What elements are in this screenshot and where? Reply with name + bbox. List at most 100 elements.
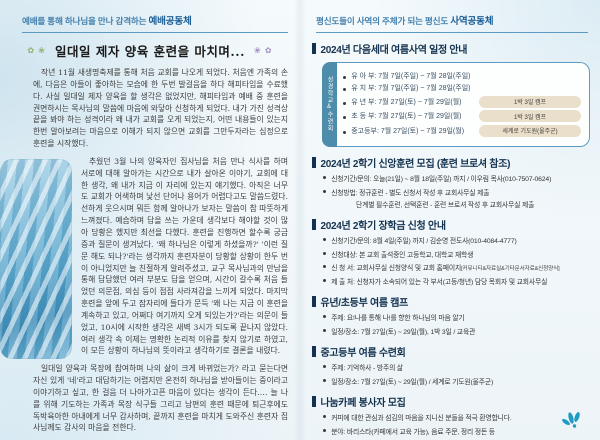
- center-fold: [294, 0, 306, 440]
- section-title: 2024년 2학기 신앙훈련 모집 (훈련 브로셔 참조): [320, 158, 511, 170]
- left-page: 예배를 통해 하나님을 만나 감격하는 예배공동체 ✿ ❀ 일대일 제자 양육 …: [0, 13, 300, 440]
- section-summer-ministry: 2024년 다음세대 여름사역 일정 안내 성경학교&수련회 유 아 부: 7월…: [312, 41, 592, 147]
- bullet-text: 신청대상: 본 교회 출석중인 고등학교, 대학교 재학생: [331, 251, 474, 259]
- homepage-path-note: [커뮤니티&자료실&기타문서자료&신청양식]: [461, 266, 560, 273]
- bullet-dot-icon: [323, 328, 327, 332]
- article-title-row: ✿ ❀ 일대일 제자 양육 훈련을 마치며... ❀ ✿: [0, 41, 300, 60]
- camp-badge: 1박 3일 캠프: [479, 95, 581, 108]
- bullet-text: 주제: 기억하사 - 방주의 삶: [331, 365, 404, 373]
- bullet-item: 신청대상: 본 교회 출석중인 고등학교, 대학교 재학생: [323, 249, 592, 259]
- section-title-row: 2024년 2학기 장학금 신청 안내: [312, 217, 592, 232]
- bullet-dot-icon: [323, 251, 327, 255]
- section-bar-icon: [312, 43, 316, 54]
- flower-ornament-left-icon: ✿ ❀: [27, 46, 47, 55]
- schedule-rows: 유 아 부: 7월 7일(주일) ~ 7월 28일(주일) 유 치 부: 7월 …: [337, 62, 590, 147]
- right-header-slogan: 평신도들이 사역의 주체가 되는 평신도: [316, 16, 451, 26]
- section-bar-icon: [312, 295, 316, 307]
- section-title-row: 2024년 2학기 신앙훈련 모집 (훈련 브로셔 참조): [312, 155, 592, 170]
- bullet-text: 분야: 바리스타(카페에서 교육 가능), 음료 주문, 정리 정돈 등: [331, 428, 495, 436]
- section-title-row: 중고등부 여름 수련회: [312, 344, 592, 359]
- bullet-dot-icon: [323, 428, 327, 432]
- schedule-row: 유 아 부: 7월 7일(주일) ~ 7월 28일(주일): [343, 71, 581, 81]
- bullet-dot-icon: [343, 75, 347, 79]
- bullet-item: 일정/장소: 7월 27일(토) ~ 29일(월), 1박 3일 / 교육관: [323, 326, 592, 336]
- bullet-item: 주제: 기억하사 - 방주의 삶: [323, 362, 592, 372]
- section-title: 중고등부 여름 수련회: [320, 347, 406, 359]
- bullet-item: 신청기간/문의: 오늘(21일) ~ 8월 18일(주일) 까지 / 이우림 목…: [323, 173, 592, 183]
- bullet-text: 신청기간/문의: 오늘(21일) ~ 8월 18일(주일) 까지 / 이우림 목…: [331, 176, 552, 184]
- section-bar-icon: [312, 218, 316, 230]
- section-bar-icon: [312, 156, 316, 168]
- testimony-article: 작년 11월 새생명축제를 통해 처음 교회를 나오게 되었다. 처음엔 가족의…: [0, 67, 288, 440]
- article-title: 일대일 제자 양육 훈련을 마치며...: [55, 44, 245, 59]
- schedule-row: 중고등부: 7월 27일(토) ~ 7월 29일(월) 세계로 기도원(울주군): [343, 124, 581, 137]
- section-title: 유년/초등부 여름 캠프: [320, 297, 409, 309]
- left-header-community-name: 예배공동체: [148, 16, 192, 27]
- section-bar-icon: [312, 345, 316, 357]
- right-header-community-name: 사역공동체: [450, 16, 494, 27]
- schedule-text: 중고등부: 7월 27일(토) ~ 7월 29일(월): [351, 127, 465, 135]
- left-page-header: 예배를 통해 하나님을 만나 감격하는 예배공동체: [22, 13, 288, 33]
- bullet-dot-icon: [323, 378, 327, 382]
- section-title-row: 2024년 다음세대 여름사역 일정 안내: [312, 41, 592, 56]
- schedule-row: 유 치 부: 7월 7일(주일) ~ 7월 28일(주일): [343, 83, 581, 93]
- right-page-header: 평신도들이 사역의 주체가 되는 평신도 사역공동체: [316, 13, 588, 33]
- bullet-item: 일정/장소: 7월 27일(토) ~ 29일(월) / 세계로 기도원(울주군): [323, 376, 592, 386]
- bullet-continuation: 단계별 필수훈련, 선택훈련 - 훈련 브로셔 작성 후 교회사무실 제출: [356, 201, 535, 209]
- bullet-text: 제 출 처: 신청자가 소속되어 있는 각 부서(고등/청년) 담당 목회자 및…: [331, 278, 548, 286]
- bullet-dot-icon: [323, 315, 327, 319]
- bullet-text: 일정/장소: 7월 27일(토) ~ 29일(월), 1박 3일 / 교육관: [331, 328, 476, 336]
- announcements: 2024년 다음세대 여름사역 일정 안내 성경학교&수련회 유 아 부: 7월…: [312, 33, 592, 440]
- section-title: 2024년 다음세대 여름사역 일정 안내: [320, 45, 468, 56]
- bullet-text: 커피에 대한 관심과 섬김의 마음을 지니신 분들을 적극 환영합니다.: [331, 415, 512, 423]
- bullet-item: 신청기간/문의: 8월 4일(주일) 까지 / 김순영 전도사(010-4084…: [323, 235, 592, 245]
- schedule-box: 성경학교&수련회 유 아 부: 7월 7일(주일) ~ 7월 28일(주일) 유…: [322, 62, 590, 147]
- bullet-item: 신 청 서: 교회사무실 신청양식 및 교회 홈페이지[커뮤니티&자료실&기타문…: [323, 262, 592, 272]
- section-title: 2024년 2학기 장학금 신청 안내: [320, 220, 447, 232]
- bullet-text: 신청방법: 정규훈련 - 별도 신청서 작성 후 교회사무실 제출: [331, 189, 490, 197]
- section-title-row: 유년/초등부 여름 캠프: [312, 294, 592, 309]
- section-cafe-volunteers: 나눔카페 봉사자 모집 커피에 대한 관심과 섬김의 마음을 지니신 분들을 적…: [312, 394, 592, 440]
- bullet-main-text: 신 청 서: 교회사무실 신청양식 및 교회 홈페이지: [331, 265, 462, 273]
- right-page: 평신도들이 사역의 주체가 되는 평신도 사역공동체 2024년 다음세대 여름…: [300, 0, 600, 440]
- bullet-item: 주제: 요!나를 통해 나!를 향한 하나님의 마음 알기: [323, 312, 592, 322]
- bullet-dot-icon: [323, 176, 327, 180]
- section-title: 나눔카페 봉사자 모집: [320, 397, 406, 409]
- article-paragraph-1: 작년 11월 새생명축제를 통해 처음 교회를 나오게 되었다. 처음엔 가족의…: [33, 68, 288, 149]
- bullet-dot-icon: [323, 238, 327, 242]
- bullet-dot-icon: [343, 130, 347, 135]
- bullet-dot-icon: [343, 116, 347, 120]
- bullet-item: 커피에 대한 관심과 섬김의 마음을 지니신 분들을 적극 환영합니다.: [323, 412, 592, 422]
- section-youth-retreat: 중고등부 여름 수련회 주제: 기억하사 - 방주의 삶 일정/장소: 7월 2…: [312, 344, 592, 386]
- camp-badge: 1박 3일 캠프: [479, 110, 581, 123]
- bullet-item: 신청방법: 정규훈련 - 별도 신청서 작성 후 교회사무실 제출: [323, 187, 592, 197]
- flower-ornament-right-icon: ❀ ✿: [253, 46, 273, 55]
- leaf-logo-icon: [562, 412, 580, 428]
- bullet-dot-icon: [323, 265, 327, 269]
- section-title-row: 나눔카페 봉사자 모집: [312, 394, 592, 409]
- bullet-dot-icon: [323, 278, 327, 282]
- schedule-text: 유 년 부: 7월 27일(토) ~ 7월 29일(월): [351, 98, 462, 106]
- schedule-text: 유 아 부: 7월 7일(주일) ~ 7월 28일(주일): [351, 72, 471, 80]
- article-paragraph-2: 추웠던 3월 나의 양육자인 집사님을 처음 만나 식사를 하며 서로에 대해 …: [81, 156, 288, 356]
- bullet-dot-icon: [343, 88, 347, 92]
- schedule-row: 초 등 부: 7월 27일(토) ~ 7월 29일(월) 1박 3일 캠프: [343, 110, 581, 123]
- bullet-text: 신청기간/문의: 8월 4일(주일) 까지 / 김순영 전도사(010-4084…: [331, 238, 517, 246]
- schedule-vertical-tab: 성경학교&수련회: [322, 62, 337, 147]
- article-paragraph-3: 일대일 양육과 목장에 참여하며 나의 삶이 크게 바뀌었는가? 라고 묻는다면…: [33, 364, 288, 433]
- bullet-text: 주제: 요!나를 통해 나!를 향한 하나님의 마음 알기: [331, 315, 465, 323]
- section-faith-training: 2024년 2학기 신앙훈련 모집 (훈련 브로셔 참조) 신청기간/문의: 오…: [312, 155, 592, 209]
- schedule-text: 초 등 부: 7월 27일(토) ~ 7월 29일(월): [351, 113, 462, 121]
- schedule-text: 유 치 부: 7월 7일(주일) ~ 7월 28일(주일): [351, 85, 471, 93]
- bullet-dot-icon: [323, 365, 327, 369]
- schedule-row: 유 년 부: 7월 27일(토) ~ 7월 29일(월) 1박 3일 캠프: [343, 95, 581, 108]
- section-kids-camp: 유년/초등부 여름 캠프 주제: 요!나를 통해 나!를 향한 하나님의 마음 …: [312, 294, 592, 336]
- bullet-dot-icon: [323, 189, 327, 193]
- retreat-location-badge: 세계로 기도원(울주군): [479, 124, 581, 137]
- bullet-text: 일정/장소: 7월 27일(토) ~ 29일(월) / 세계로 기도원(울주군): [331, 378, 494, 386]
- bullet-text: 신 청 서: 교회사무실 신청양식 및 교회 홈페이지[커뮤니티&자료실&기타문…: [331, 262, 560, 273]
- section-scholarship: 2024년 2학기 장학금 신청 안내 신청기간/문의: 8월 4일(주일) 까…: [312, 217, 592, 286]
- bullet-dot-icon: [343, 101, 347, 105]
- bullet-item: 제 출 처: 신청자가 소속되어 있는 각 부서(고등/청년) 담당 목회자 및…: [323, 276, 592, 286]
